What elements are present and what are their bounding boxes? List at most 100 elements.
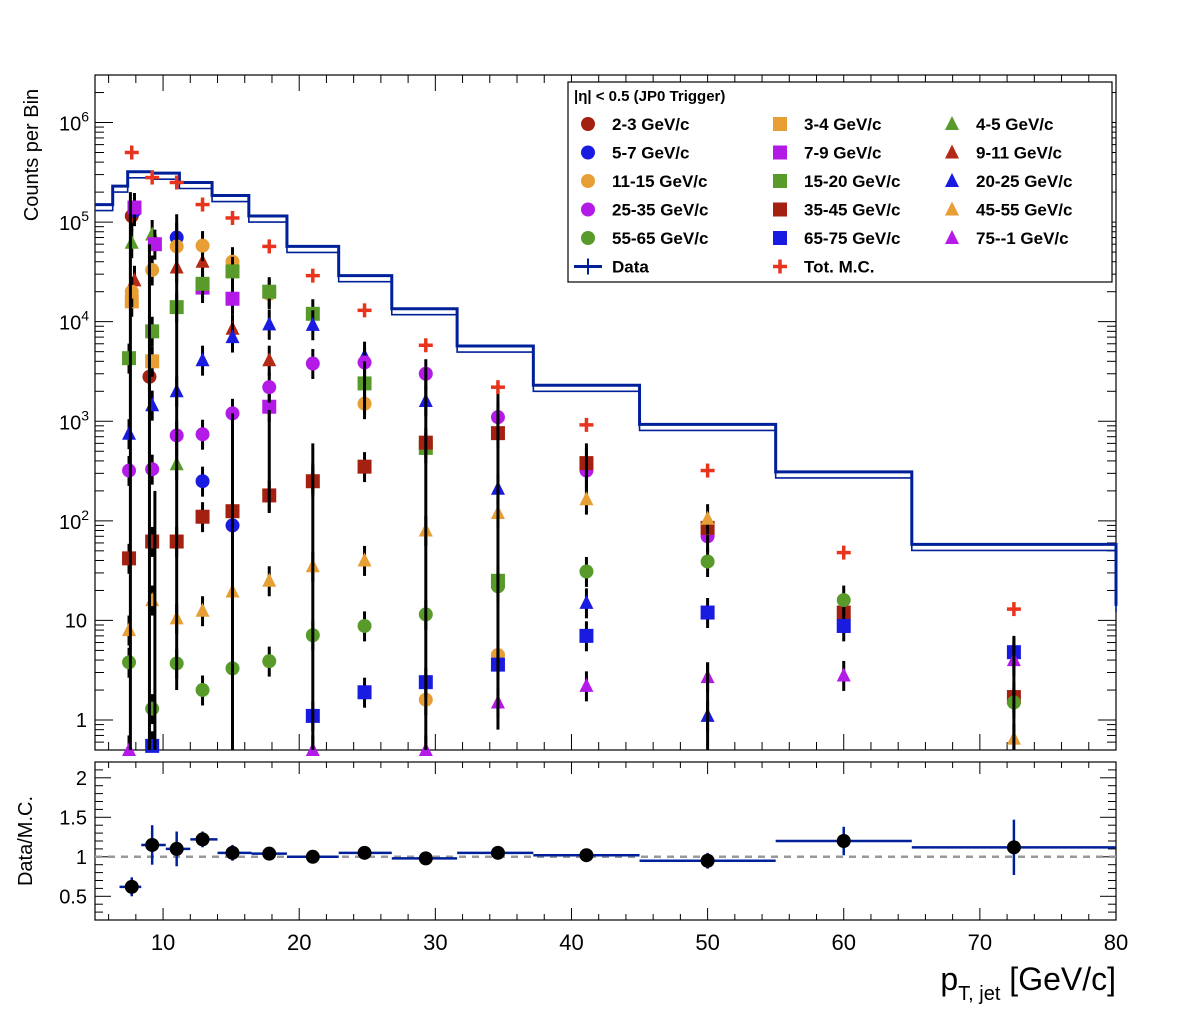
ratio-point [1006,840,1021,855]
legend-marker [945,173,959,187]
y-tick-label: 1.5 [59,807,87,829]
series-markers [122,192,1021,756]
legend-marker [773,202,787,217]
data-point [195,352,210,367]
y-tick-label: 1 [76,847,87,869]
data-point [579,564,594,579]
legend-label: 65-75 GeV/c [804,229,900,248]
data-point [579,677,594,692]
x-tick-label: 60 [831,930,855,955]
data-point [836,593,851,608]
ratio-point [418,851,433,866]
data-point [357,459,372,474]
y-tick-label: 106 [59,109,89,136]
x-tick-label: 50 [695,930,719,955]
legend-label: 55-65 GeV/c [612,229,708,248]
ratio-point [579,848,594,863]
y-tick-label: 104 [59,308,89,335]
y-tick-label: 105 [59,208,89,235]
legend-marker [945,201,959,216]
data-point [357,685,372,700]
y-tick-label: 0.5 [59,886,87,908]
data-point [195,683,210,698]
data-point [225,264,240,279]
legend-label: 9-11 GeV/c [976,144,1062,163]
ratio-point [490,845,505,860]
ratio-point [195,832,210,847]
data-point [579,628,594,643]
y-tick-label: 103 [59,407,89,434]
ratio-point [124,879,139,894]
ratio-point [305,849,320,864]
legend-marker [773,174,787,188]
y-tick-label: 102 [59,507,89,534]
data-point [700,605,715,620]
data-point [145,534,160,549]
legend-label: 3-4 GeV/c [804,115,882,134]
legend-label: 45-55 GeV/c [976,201,1072,220]
legend-marker [773,231,787,245]
data-point [357,552,372,567]
legend-label: 20-25 GeV/c [976,172,1072,191]
legend-label: 25-35 GeV/c [612,201,708,220]
data-point [225,329,240,344]
data-point [357,618,372,633]
legend-label: 11-15 GeV/c [612,172,707,191]
legend-marker [581,202,595,217]
legend-label: 75--1 GeV/c [976,229,1069,248]
ratio-point [836,834,851,848]
legend-marker [945,144,959,159]
data-point [145,324,160,339]
legend-box [567,81,1113,283]
legend-header: |η| < 0.5 (JP0 Trigger) [574,88,725,105]
x-axis-title: pT, jet [GeV/c] [940,961,1116,1005]
x-tick-label: 20 [287,930,311,955]
ratio-point [169,841,184,856]
data-point [262,572,277,587]
legend: |η| < 0.5 (JP0 Trigger) 2-3 GeV/c 3-4 GeV… [567,81,1113,283]
data-point [579,594,594,609]
legend-label: 7-9 GeV/c [804,144,882,163]
x-tick-label: 80 [1104,930,1128,955]
data-point [262,352,277,367]
data-point [195,238,210,253]
legend-label-mc: Tot. M.C. [804,258,875,277]
x-tick-label: 40 [559,930,583,955]
ratio-points [119,819,1116,897]
data-point [145,263,160,278]
data-point [225,291,240,306]
data-point [305,356,320,371]
data-point [145,738,160,753]
data-point [145,701,160,716]
bottom-y-axis-title: Data/M.C. [15,796,37,886]
data-point [147,237,162,252]
data-point [262,284,277,299]
data-point [700,510,715,525]
legend-label-data: Data [612,258,649,277]
data-point [145,462,160,477]
legend-label: 5-7 GeV/c [612,144,690,163]
y-tick-label: 2 [76,768,87,790]
legend-marker [945,230,959,244]
data-point [145,354,160,369]
ratio-point [225,845,240,860]
legend-marker [945,116,959,130]
legend-marker [773,117,787,131]
data-point [195,276,210,291]
data-point [195,602,210,617]
ratio-point [145,837,160,852]
data-point [836,618,851,633]
legend-label: 2-3 GeV/c [612,115,690,134]
bottom-panel: 10 20 30 40 50 60 70 80 0.5 1 1.5 2 [59,761,1128,955]
legend-label: 15-20 GeV/c [804,172,900,191]
bottom-plot-frame [94,761,1117,921]
data-point [836,667,851,682]
data-point [262,316,277,331]
legend-marker [581,231,595,245]
total-mc-markers [124,145,1021,617]
legend-marker [581,145,595,160]
ratio-point [262,846,277,861]
legend-marker [581,117,595,131]
legend-label: 4-5 GeV/c [976,115,1054,134]
